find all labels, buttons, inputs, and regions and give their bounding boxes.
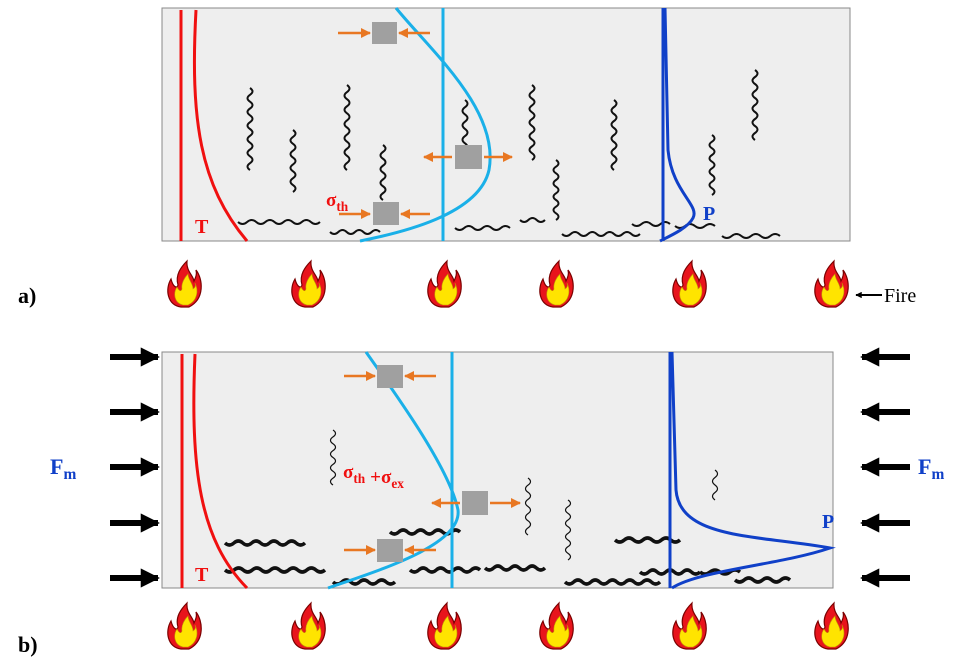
panel-label: a) bbox=[18, 283, 36, 308]
symbol: F bbox=[918, 454, 931, 479]
fire bbox=[167, 260, 202, 308]
fire bbox=[539, 602, 574, 650]
specimen bbox=[161, 351, 834, 589]
fire bbox=[167, 602, 202, 650]
temperature-label: T bbox=[195, 564, 209, 586]
fire-label: Fire bbox=[884, 285, 916, 307]
subscript: th bbox=[353, 471, 365, 486]
panel-b: T σth +σex P Fm Fm b) bbox=[18, 347, 944, 657]
chains bbox=[223, 429, 792, 586]
stress-profile bbox=[327, 351, 460, 590]
subscript: th bbox=[336, 199, 348, 214]
stress-elements bbox=[344, 365, 521, 562]
chain bbox=[519, 217, 546, 223]
fire bbox=[427, 260, 462, 308]
chain bbox=[237, 219, 321, 225]
panel-a: T σth P a) Fire bbox=[18, 7, 916, 308]
pressure-profile bbox=[670, 351, 836, 590]
chain bbox=[329, 429, 337, 486]
pressure-profile bbox=[659, 7, 696, 243]
chain bbox=[454, 225, 511, 231]
force-label-left: Fm bbox=[50, 454, 76, 483]
chain bbox=[483, 564, 547, 572]
symbol: σ bbox=[343, 462, 354, 483]
chain bbox=[223, 566, 327, 574]
chain bbox=[524, 477, 532, 536]
chain bbox=[552, 159, 560, 221]
chain bbox=[708, 134, 716, 196]
temperature-profile bbox=[192, 9, 249, 242]
chain bbox=[610, 99, 618, 171]
force-label-right: Fm bbox=[918, 454, 944, 483]
fire bbox=[291, 260, 326, 308]
pressure-label: P bbox=[703, 203, 715, 225]
chains bbox=[237, 69, 781, 239]
chain bbox=[223, 539, 307, 547]
fires bbox=[167, 260, 849, 308]
fire bbox=[539, 260, 574, 308]
fire bbox=[814, 602, 849, 650]
chain bbox=[711, 469, 719, 501]
fire bbox=[672, 260, 707, 308]
fire bbox=[427, 602, 462, 650]
chain bbox=[528, 84, 536, 161]
fire bbox=[291, 602, 326, 650]
chain bbox=[564, 499, 572, 561]
chain bbox=[408, 566, 482, 574]
panel-label: b) bbox=[18, 632, 38, 657]
symbol: F bbox=[50, 454, 63, 479]
specimen bbox=[161, 7, 851, 242]
chain bbox=[289, 129, 297, 193]
pressure-label: P bbox=[822, 511, 834, 533]
operator: + bbox=[370, 467, 381, 488]
fires bbox=[167, 602, 849, 650]
chain bbox=[563, 578, 662, 586]
chain bbox=[733, 576, 792, 584]
chain bbox=[721, 233, 781, 239]
stress-elements bbox=[338, 22, 513, 225]
symbol: σ bbox=[381, 467, 392, 488]
subscript: m bbox=[63, 466, 76, 483]
chain bbox=[329, 229, 381, 235]
temperature-label: T bbox=[195, 216, 209, 238]
stress-label: σth +σex bbox=[343, 462, 404, 491]
chain bbox=[379, 144, 387, 201]
subscript: m bbox=[931, 466, 944, 483]
force-arrows bbox=[110, 347, 910, 588]
fire bbox=[814, 260, 849, 308]
stress-profile bbox=[359, 7, 492, 243]
fire bbox=[672, 602, 707, 650]
chain bbox=[343, 84, 351, 171]
chain bbox=[751, 69, 759, 141]
subscript: ex bbox=[391, 476, 404, 491]
chain bbox=[246, 87, 254, 171]
chain bbox=[561, 231, 641, 237]
temperature-profile bbox=[192, 353, 249, 590]
symbol: σ bbox=[326, 190, 337, 211]
stress-label: σth bbox=[326, 190, 349, 214]
